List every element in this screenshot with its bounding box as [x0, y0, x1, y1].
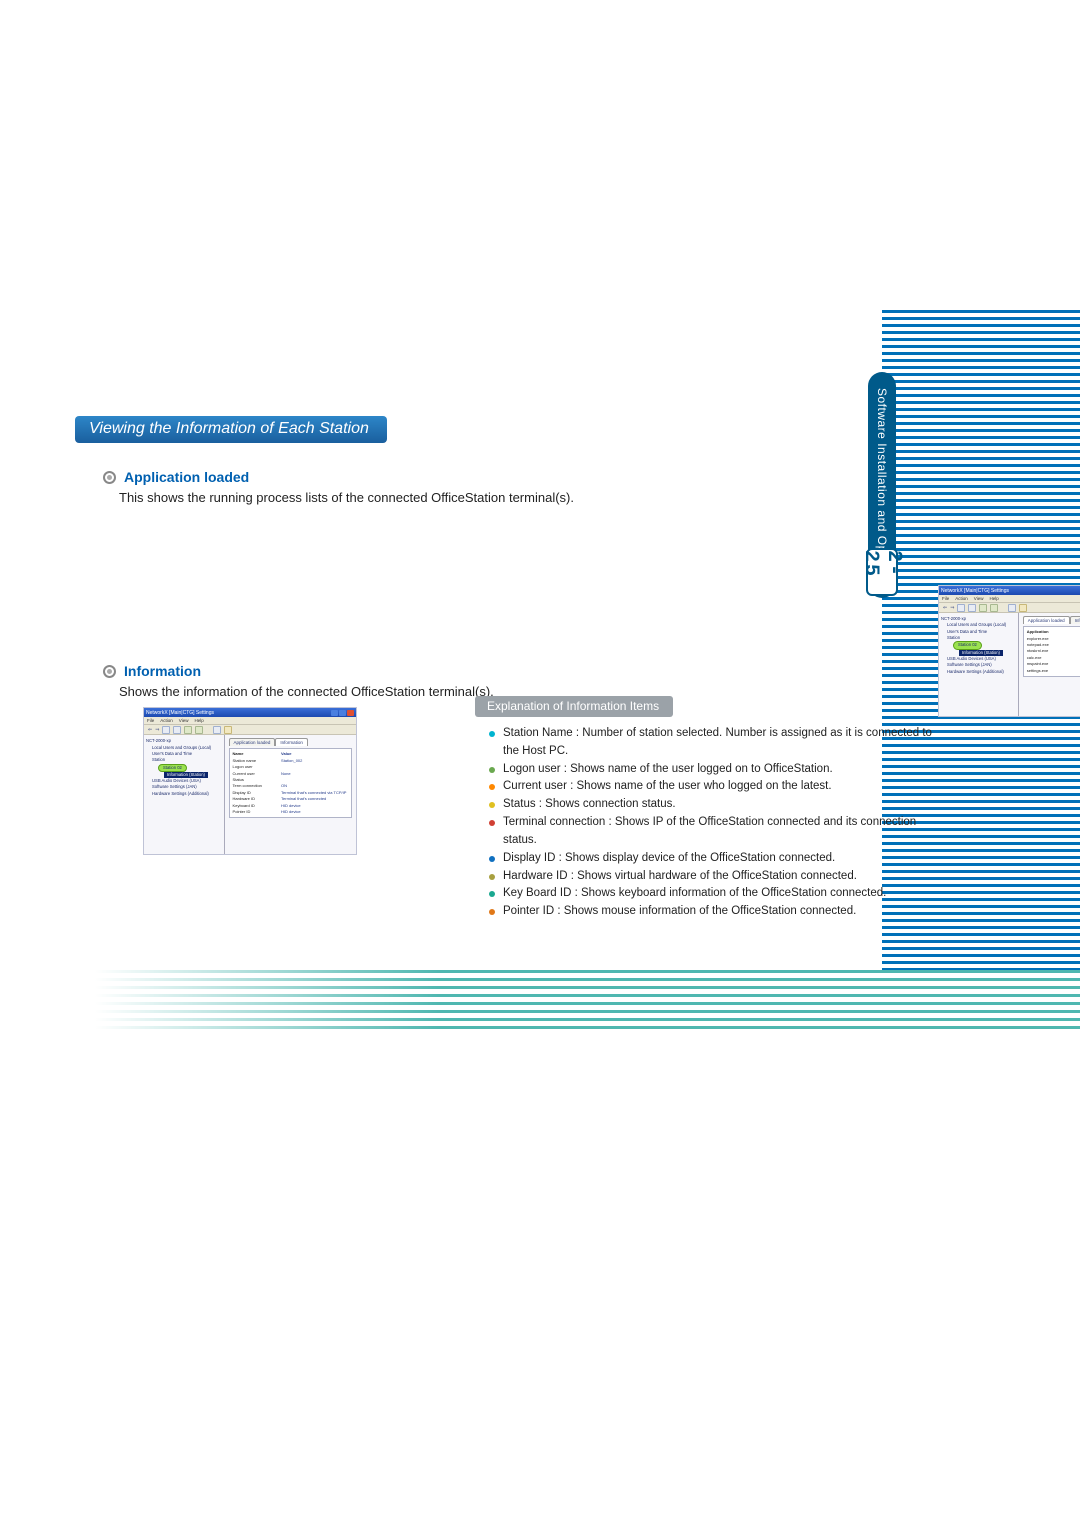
screenshot-app-loaded: NetworkX [Main|CTG] Settings File Action V… [938, 585, 1080, 717]
menu-item: View [179, 718, 189, 723]
app-row: settings.exe [1027, 668, 1080, 674]
explanation-item: Terminal connection : Shows IP of the Of… [489, 814, 950, 850]
info-table: NameValueStation nameStation_002Logon us… [229, 748, 352, 818]
tree-node: Station 02 [941, 641, 1016, 649]
menu-item: View [974, 596, 984, 601]
explanation-item: Hardware ID : Shows virtual hardware of … [489, 868, 950, 886]
tab-app-loaded: Application loaded [229, 738, 276, 746]
tab-information: Information [1070, 616, 1080, 624]
window-titlebar: NetworkX [Main|CTG] Settings [144, 708, 356, 717]
explanation-item: Logon user : Shows name of the user logg… [489, 761, 950, 779]
menu-item: Help [989, 596, 998, 601]
explanation-list: Station Name : Number of station selecte… [475, 725, 950, 921]
menu-item: Help [194, 718, 203, 723]
menu-item: File [147, 718, 154, 723]
toolbar: ⇐⇒ [939, 603, 1080, 613]
tree-node: Hardware Settings (Additional) [941, 669, 1016, 675]
menu-item: Action [160, 718, 173, 723]
nav-tree: NCT-2000-xpLocal Users and Groups (Local… [939, 613, 1019, 716]
section1-body: This shows the running process lists of … [119, 489, 865, 507]
radio-bullet-icon [103, 471, 116, 484]
section-app-loaded: Application loaded [103, 469, 865, 485]
close-icon [347, 710, 354, 716]
window-titlebar: NetworkX [Main|CTG] Settings [939, 586, 1080, 595]
menubar: File Action View Help [939, 595, 1080, 603]
explanation-item: Display ID : Shows display device of the… [489, 850, 950, 868]
explanation-item: Pointer ID : Shows mouse information of … [489, 903, 950, 921]
radio-bullet-icon [103, 665, 116, 678]
maximize-icon [339, 710, 346, 716]
tree-node: Station 02 [146, 764, 222, 772]
section1-title: Application loaded [124, 469, 249, 485]
menu-item: Action [955, 596, 968, 601]
explanation-item: Current user : Shows name of the user wh… [489, 778, 950, 796]
section2-title: Information [124, 663, 201, 679]
right-pane: Application loaded Information Applicati… [1019, 613, 1080, 716]
tab-app-loaded: Application loaded [1023, 616, 1070, 624]
explanation-item: Status : Shows connection status. [489, 796, 950, 814]
main-heading: Viewing the Information of Each Station [75, 416, 387, 443]
explanation-item: Station Name : Number of station selecte… [489, 725, 950, 761]
menu-item: File [942, 596, 949, 601]
tree-node: Hardware Settings (Additional) [146, 791, 222, 797]
explanation-title: Explanation of Information Items [475, 696, 673, 717]
explanation-panel: Explanation of Information Items Station… [475, 696, 950, 921]
window-buttons [331, 710, 354, 716]
minimize-icon [331, 710, 338, 716]
nav-tree: NCT-2000-xpLocal Users and Groups (Local… [144, 735, 225, 854]
app-list: Applicationexplorer.exenotepad.exentoskr… [1023, 626, 1080, 677]
info-row: Pointer IDHID device [233, 809, 348, 815]
screenshot-information: NetworkX [Main|CTG] Settings File Action V… [143, 707, 357, 855]
tab-information: Information [275, 738, 308, 746]
page-number: 2-25 [866, 548, 898, 596]
bottom-stripe-pattern [95, 970, 1080, 1030]
page-content: Viewing the Information of Each Station … [75, 416, 865, 855]
section-information: Information [103, 663, 865, 679]
explanation-item: Key Board ID : Shows keyboard informatio… [489, 885, 950, 903]
toolbar: ⇐⇒ [144, 725, 356, 735]
right-pane: Application loaded Information NameValue… [225, 735, 356, 854]
menubar: File Action View Help [144, 717, 356, 725]
tree-node: Local Users and Groups (Local) [941, 622, 1016, 628]
